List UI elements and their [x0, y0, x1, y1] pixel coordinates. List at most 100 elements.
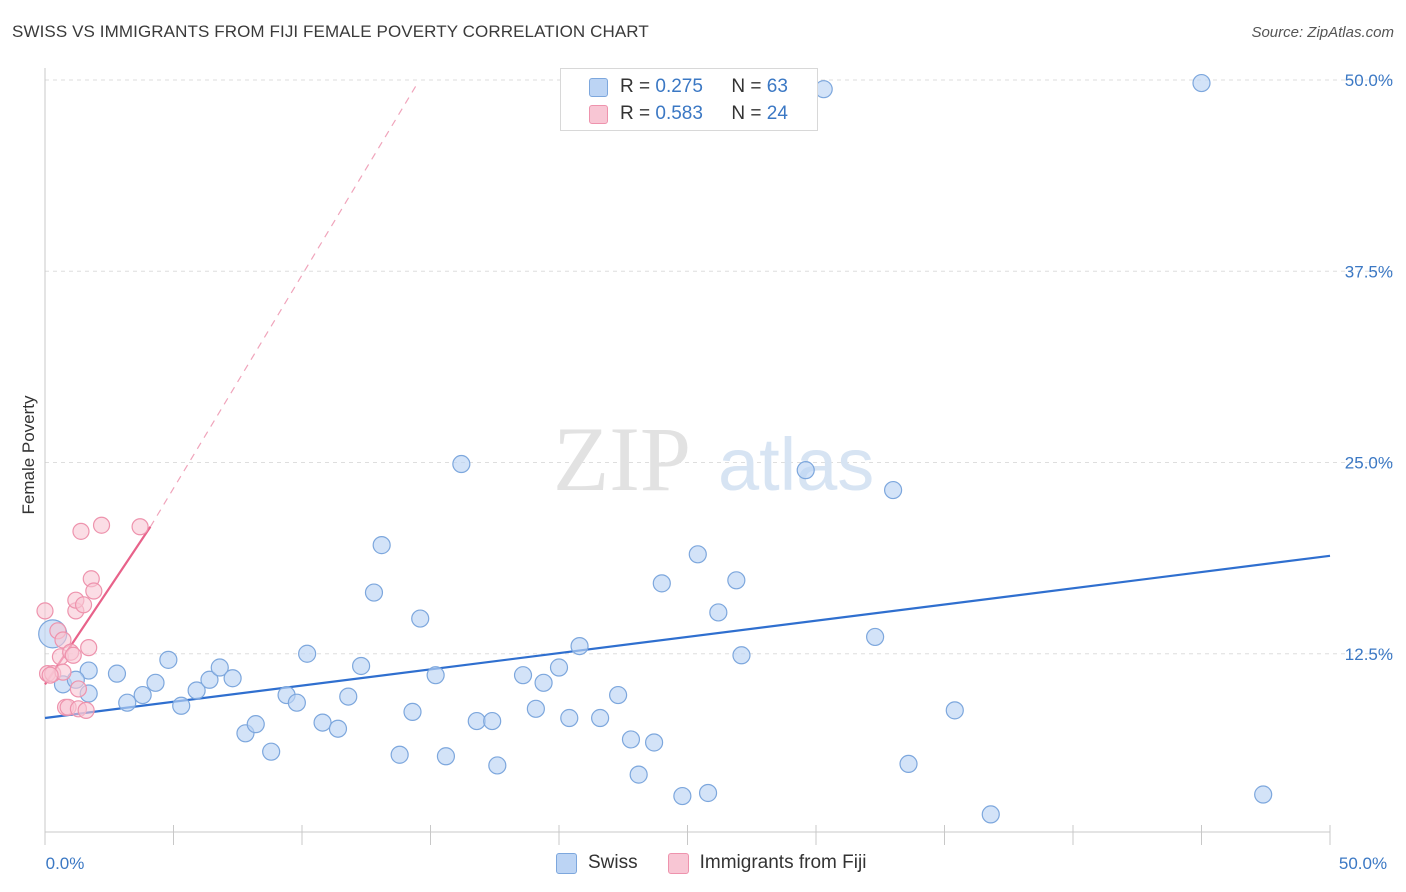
swiss-point: [945, 701, 964, 720]
swiss-point: [172, 696, 191, 715]
bottom-legend-label-fiji: Immigrants from Fiji: [699, 852, 867, 873]
swiss-point: [352, 656, 371, 676]
fiji-point: [74, 596, 93, 614]
legend-row-fiji: R = 0.583 N = 24: [561, 101, 788, 127]
y-axis-title: Female Poverty: [19, 395, 38, 515]
swiss-point: [673, 786, 692, 806]
y-tick-label: 12.5%: [1345, 645, 1393, 664]
swiss-point: [488, 756, 507, 775]
swiss-point: [328, 719, 348, 738]
swiss-point: [467, 711, 486, 731]
fiji-point: [69, 680, 88, 698]
swiss-point: [146, 673, 165, 692]
swiss-point: [118, 693, 137, 712]
swiss-point: [883, 480, 903, 500]
swiss-point: [246, 715, 265, 734]
swiss-point: [210, 658, 229, 677]
swiss-point: [688, 545, 707, 564]
swiss-point: [526, 699, 545, 718]
x-tick-label-max: 50.0%: [1339, 854, 1387, 873]
swiss-point: [364, 583, 384, 602]
fiji-point: [131, 518, 149, 536]
bottom-legend: Swiss Immigrants from Fiji: [556, 852, 896, 874]
legend-swatch-swiss: [589, 77, 608, 97]
swiss-point: [732, 646, 751, 665]
swiss-point: [1192, 73, 1211, 93]
swiss-point: [339, 687, 358, 706]
watermark: ZIP atlas: [553, 408, 874, 510]
swiss-point: [403, 702, 422, 721]
y-tick-label: 25.0%: [1345, 454, 1393, 473]
legend-row-swiss: R = 0.275 N = 63: [561, 74, 788, 100]
swiss-point: [652, 574, 671, 593]
swiss-point: [187, 681, 206, 700]
bottom-legend-label-swiss: Swiss: [588, 852, 638, 873]
fiji-point: [54, 631, 72, 649]
legend-n-value: 63: [766, 76, 788, 97]
legend-r-label: R =: [620, 103, 651, 124]
watermark-zip: ZIP: [553, 408, 691, 510]
swiss-point: [262, 742, 281, 761]
legend-n-value: 24: [766, 103, 788, 124]
swiss-trend-line: [44, 554, 1331, 720]
trend-lines: [44, 82, 1331, 720]
swiss-point: [796, 461, 815, 480]
fiji-point: [85, 582, 103, 600]
y-tick-labels: 12.5% 25.0% 37.5% 50.0%: [1345, 71, 1393, 664]
legend-r-value: 0.275: [655, 76, 703, 97]
swiss-point: [159, 650, 178, 669]
swiss-point: [981, 805, 1000, 824]
swiss-point: [483, 711, 502, 731]
swiss-point: [390, 745, 409, 764]
swiss-point: [452, 454, 471, 474]
legend-n-label: N =: [731, 76, 762, 97]
source-label: Source: ZipAtlas.com: [1251, 24, 1394, 41]
swiss-point: [372, 536, 391, 555]
swiss-point: [591, 708, 610, 728]
swiss-point: [534, 673, 553, 692]
swiss-point: [313, 713, 332, 732]
swiss-point: [426, 666, 445, 685]
y-tick-label: 37.5%: [1345, 262, 1393, 281]
legend-r-value: 0.583: [655, 103, 703, 124]
swiss-point: [223, 669, 242, 688]
fiji-point: [64, 646, 82, 664]
swiss-point: [709, 603, 728, 622]
bottom-legend-swiss: Swiss: [556, 852, 638, 874]
swiss-point: [1254, 785, 1273, 804]
data-points: [36, 73, 1273, 824]
swiss-point: [513, 666, 533, 685]
swiss-point: [549, 658, 569, 677]
fiji-point: [77, 701, 95, 719]
swiss-point: [698, 783, 718, 803]
bottom-legend-swatch-swiss: [556, 852, 577, 874]
fiji-point: [80, 639, 98, 657]
x-tick-label-min: 0.0%: [46, 854, 85, 873]
swiss-point: [200, 670, 219, 689]
swiss-point: [629, 765, 648, 784]
swiss-point: [133, 685, 152, 705]
swiss-point: [866, 627, 885, 647]
fiji-point: [92, 516, 111, 534]
fiji-point: [72, 522, 90, 540]
legend-swatch-fiji: [589, 104, 608, 124]
fiji-point: [36, 602, 54, 620]
swiss-point: [79, 661, 98, 680]
y-tick-label: 50.0%: [1345, 71, 1393, 90]
legend-r-label: R =: [620, 76, 651, 97]
swiss-point: [644, 733, 664, 752]
swiss-point: [298, 644, 317, 663]
swiss-point: [727, 571, 746, 590]
swiss-point: [411, 609, 430, 628]
swiss-point: [609, 685, 628, 705]
x-tick-marks: [44, 825, 1331, 845]
watermark-atlas: atlas: [718, 423, 874, 506]
swiss-point: [899, 754, 918, 774]
legend: R = 0.275 N = 63 R = 0.583 N = 24: [560, 68, 818, 131]
swiss-point: [560, 708, 579, 728]
swiss-point: [570, 636, 589, 656]
grid-lines: [45, 79, 1395, 655]
bottom-legend-fiji: Immigrants from Fiji: [667, 852, 867, 874]
fiji-trend-line-extended: [149, 82, 419, 528]
